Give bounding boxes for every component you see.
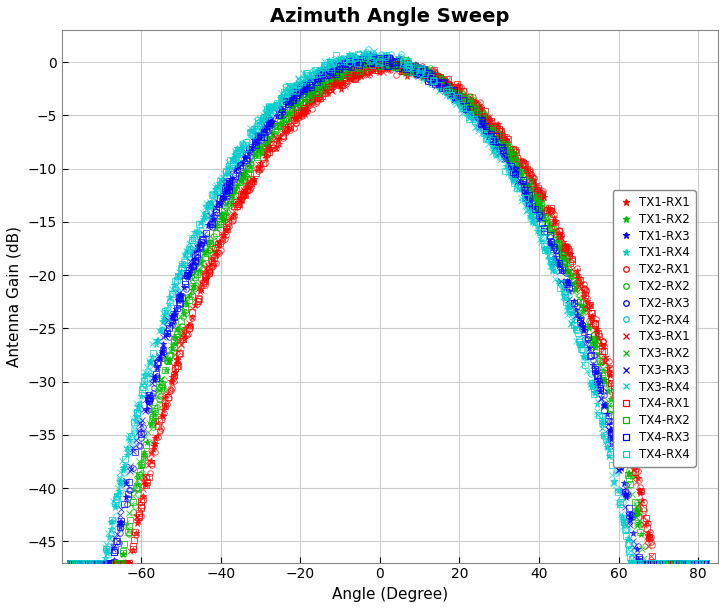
Title: Azimuth Angle Sweep: Azimuth Angle Sweep	[270, 7, 510, 26]
Legend: TX1-RX1, TX1-RX2, TX1-RX3, TX1-RX4, TX2-RX1, TX2-RX2, TX2-RX3, TX2-RX4, TX3-RX1,: TX1-RX1, TX1-RX2, TX1-RX3, TX1-RX4, TX2-…	[613, 190, 696, 466]
Y-axis label: Antenna Gain (dB): Antenna Gain (dB)	[7, 226, 22, 367]
X-axis label: Angle (Degree): Angle (Degree)	[332, 587, 448, 602]
